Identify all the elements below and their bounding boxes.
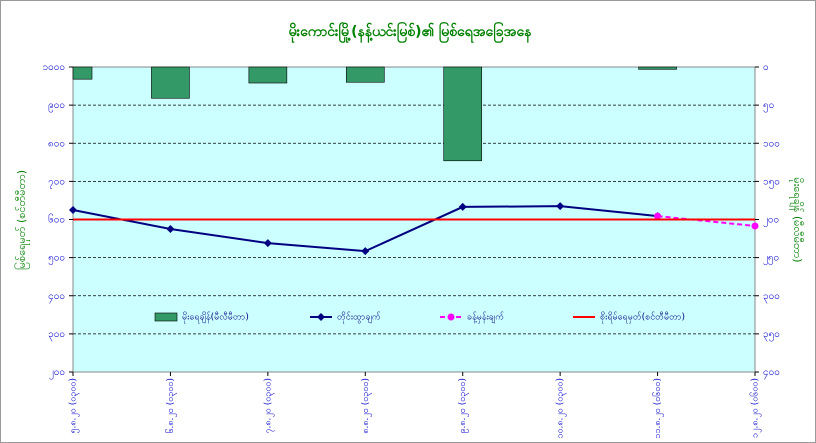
y2-tick-label: ၃၅၀	[763, 329, 780, 342]
x-tick-label: ၁၀.၈.၂၀ (၀၃၀၀)	[556, 378, 567, 439]
y2-tick-label: ၄၀၀	[763, 367, 780, 380]
y2-tick-label: ၂၅၀	[763, 253, 779, 266]
bar	[345, 66, 385, 83]
y-tick-label: ၃၀၀	[48, 329, 65, 342]
y-tick-label: ၉၀၀	[48, 100, 65, 113]
bar	[638, 66, 677, 70]
y2-tick-label: ၂၀၀	[763, 215, 779, 228]
y-tick-label: ၇၀၀	[48, 176, 65, 189]
point	[361, 247, 370, 256]
legend-label: စိုးရိမ်ရေမှတ်(စင်တီမီတာ)	[600, 312, 685, 324]
point	[69, 205, 77, 214]
bar	[151, 66, 190, 99]
chart-title: မိုးကောင်းမြို့(နန့်ယင်းမြစ်)၏ မြစ်ရေအခြ…	[289, 22, 532, 43]
y2-tick-label: ၁၅၀	[763, 176, 780, 189]
y-tick-label: ၅၀၀	[48, 253, 65, 266]
y-axis-label: မြစ်ရေမှတ် (စင်တီမီတာ)	[14, 170, 30, 270]
x-tick-label: ၁၁.၈.၂၀ (၀၆၀၀)	[652, 378, 664, 439]
bar	[443, 66, 483, 162]
legend-marker	[317, 313, 325, 321]
point	[166, 225, 175, 234]
bar	[248, 66, 288, 84]
x-tick-label: ၉.၈.၂၀ (၀၃၀၀)	[458, 378, 469, 434]
y-tick-label: ၈၀၀	[48, 138, 65, 149]
y-tick-label: ၆၀၀	[48, 213, 65, 226]
y2-tick-label: ၀	[763, 62, 769, 73]
y2-tick-label: ၃၀၀	[763, 291, 780, 304]
point	[751, 222, 759, 230]
y2-tick-label: ၅၀	[763, 100, 774, 113]
y-tick-label: ၂၀၀	[49, 367, 65, 380]
y2-axis-label: မိုးရေချိန် (မီလီမီတာ)	[789, 177, 804, 262]
y-tick-label: ၁၀၀၀	[43, 62, 66, 73]
y2-tick-label: ၁၀၀	[763, 138, 780, 149]
line-series	[657, 215, 756, 227]
y-tick-label: ၄၀၀	[48, 291, 65, 304]
point	[556, 202, 565, 211]
x-tick-label: ၆.၈.၂၀ (၀၃၀၀)	[165, 378, 177, 434]
x-tick-label: ၁၂.၈.၂၀ (၀၆၀၀)	[750, 378, 762, 438]
point	[263, 239, 272, 248]
bar	[72, 66, 93, 80]
legend-label: တိုင်းထွာချက်	[337, 312, 381, 324]
legend-swatch	[154, 312, 178, 322]
point	[458, 202, 467, 211]
legend-label: မိုးရေချိန်(မီလီမီတာ)	[182, 312, 249, 324]
x-tick-label: ၅.၈.၂၀ (၀၃၀၀)	[69, 378, 80, 434]
legend-marker	[447, 313, 455, 321]
x-tick-label: ၈.၈.၂၀ (၀၃၀၀)	[361, 378, 372, 434]
x-tick-label: ၇.၈.၂၀ (၀၃၀၀)	[263, 378, 274, 434]
point	[654, 212, 662, 220]
legend-label: ခန့်မှန်းချက်	[467, 312, 505, 324]
